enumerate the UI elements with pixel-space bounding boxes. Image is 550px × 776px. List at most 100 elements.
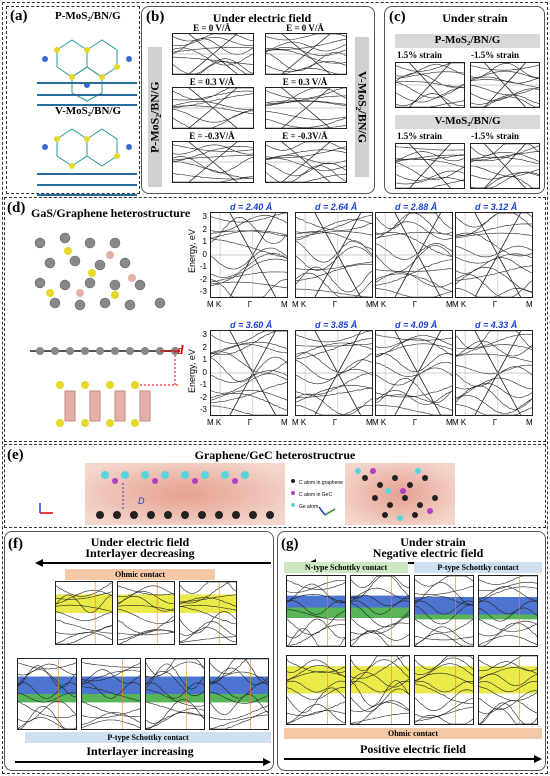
band-structure-lines xyxy=(287,576,345,646)
f-band-plot-top xyxy=(55,581,113,645)
d-ytick: 2 xyxy=(202,342,207,352)
panel-a: (a) P-MoS₂/BN/G V-MoS₂/BN/G xyxy=(6,6,140,196)
band-structure-lines xyxy=(173,88,253,128)
band-structure-lines xyxy=(296,213,372,297)
band-structure-lines xyxy=(351,656,409,724)
panel-d-label: (d) xyxy=(7,200,26,216)
panel-d-title: GaS/Graphene heterostructure xyxy=(31,206,191,220)
f-top-arrow xyxy=(35,559,271,567)
d-xtick: K xyxy=(380,418,387,427)
band-structure-lines xyxy=(211,213,287,297)
d-xtick: K xyxy=(215,300,222,309)
band-structure-lines xyxy=(351,576,409,646)
panel-e-title: Graphene/GeC heterostructrue xyxy=(194,448,356,462)
d-xtick: M xyxy=(292,418,299,427)
d-xtick: M xyxy=(207,418,214,427)
g-bottom-arrow xyxy=(284,755,542,763)
d-xtick: M xyxy=(366,300,373,309)
panel-a-label: (a) xyxy=(10,8,28,24)
c-band-plot xyxy=(395,62,465,108)
band-structure-lines xyxy=(456,331,532,415)
f-top-arrow-label: Interlayer decreasing xyxy=(85,546,195,560)
e-legend: C atom in graphene C atom in GeC Ge atom xyxy=(299,477,343,513)
f-ptype-bar: P-type Schottky contact xyxy=(25,732,271,743)
d-distance-label: d = 3.12 Å xyxy=(475,202,518,212)
d-band-plot xyxy=(210,330,288,416)
g-band-plot-bottom xyxy=(350,655,410,725)
f-band-plot-bottom xyxy=(81,658,141,730)
panel-f-label: (f) xyxy=(8,536,23,552)
band-structure-lines xyxy=(376,331,452,415)
b-band-plot xyxy=(172,87,254,129)
panel-b: (b) Under electric field P-MoS₂/BN/G V-M… xyxy=(141,6,375,194)
panel-c-bottom-band: V-MoS₂/BN/G xyxy=(395,115,540,129)
d-distance-label: d = 2.88 Å xyxy=(395,202,438,212)
d-distance-label: d = 2.40 Å xyxy=(230,202,273,212)
band-structure-lines xyxy=(266,34,346,74)
panel-c-label: (c) xyxy=(389,9,406,25)
d-xtick: M xyxy=(366,418,373,427)
panel-f: (f) Under electric field Interlayer decr… xyxy=(4,531,274,771)
f-band-plot-bottom xyxy=(17,658,77,730)
e-legend-item: C atom in graphene xyxy=(299,480,343,486)
b-plot-title: E = -0.3V/Å xyxy=(189,131,235,141)
d-xtick: Γ xyxy=(247,418,253,427)
panel-f-title: Under electric field xyxy=(90,535,190,549)
f-band-plot-bottom xyxy=(145,658,205,730)
band-structure-lines xyxy=(211,331,287,415)
f-band-plot-top xyxy=(179,581,237,645)
panel-b-title: Under electric field xyxy=(212,11,312,25)
b-band-plot xyxy=(265,33,347,75)
d-ytick: -3 xyxy=(199,287,207,296)
b-plot-title: E = 0.3 V/Å xyxy=(282,77,328,87)
g-ptype-bar: P-type Schottky contact xyxy=(414,562,542,573)
g-band-plot-bottom xyxy=(478,655,538,725)
panel-g-label: (g) xyxy=(281,536,299,552)
d-xtick: M xyxy=(526,300,533,309)
band-structure-lines xyxy=(415,656,473,724)
d-distance-label: d = 3.85 Å xyxy=(315,320,358,330)
d-ytick: 3 xyxy=(202,330,207,339)
g-subtitle: Negative electric field xyxy=(372,546,484,560)
d-xtick: Γ xyxy=(247,300,253,309)
band-structure-lines xyxy=(173,34,253,74)
d-ytick: -2 xyxy=(199,274,207,284)
d-xtick: M xyxy=(281,418,288,427)
b-plot-title: E = 0 V/Å xyxy=(193,23,231,33)
band-structure-lines xyxy=(287,656,345,724)
d-ytick: 2 xyxy=(202,224,207,234)
b-plot-title: E = 0.3 V/Å xyxy=(189,77,235,87)
d-xtick: M xyxy=(452,418,459,427)
v-mos2-structure xyxy=(37,128,137,196)
band-structure-lines xyxy=(471,144,539,188)
d-ytick: 3 xyxy=(202,212,207,221)
band-structure-lines xyxy=(479,656,537,724)
c-band-plot xyxy=(470,62,540,108)
panel-d: (d) GaS/Graphene heterostructure d Energ… xyxy=(4,197,546,442)
d-band-plot xyxy=(210,212,288,298)
b-plot-title: E = 0 V/Å xyxy=(286,23,324,33)
d-xtick: M xyxy=(292,300,299,309)
b-plot-title: E = -0.3V/Å xyxy=(282,131,328,141)
d-ytick: 0 xyxy=(202,249,207,259)
c-band-plot xyxy=(470,143,540,189)
f-ohmic-bar: Ohmic contact xyxy=(65,569,215,580)
d-band-plot xyxy=(455,212,533,298)
d-xtick: M xyxy=(446,300,453,309)
band-structure-lines xyxy=(180,582,236,644)
gas-graphene-structure xyxy=(30,232,180,427)
e-legend-item: C atom in GeC xyxy=(299,492,333,498)
d-xtick: M xyxy=(207,300,214,309)
d-xtick: Γ xyxy=(492,418,498,427)
panel-e-label: (e) xyxy=(7,447,24,463)
d-xtick: Γ xyxy=(332,418,338,427)
d-xtick: M xyxy=(452,300,459,309)
band-structure-lines xyxy=(82,659,140,729)
d-marker: d xyxy=(177,342,184,357)
d-distance-label: d = 4.33 Å xyxy=(475,320,518,330)
panel-e: (e) Graphene/GeC heterostructrue D C ato… xyxy=(4,444,546,528)
panel-c: (c) Under strain P-MoS₂/BN/G 1.5% strain… xyxy=(384,6,545,194)
d-xtick: M xyxy=(372,300,379,309)
graphene-gec-structure xyxy=(39,463,455,525)
